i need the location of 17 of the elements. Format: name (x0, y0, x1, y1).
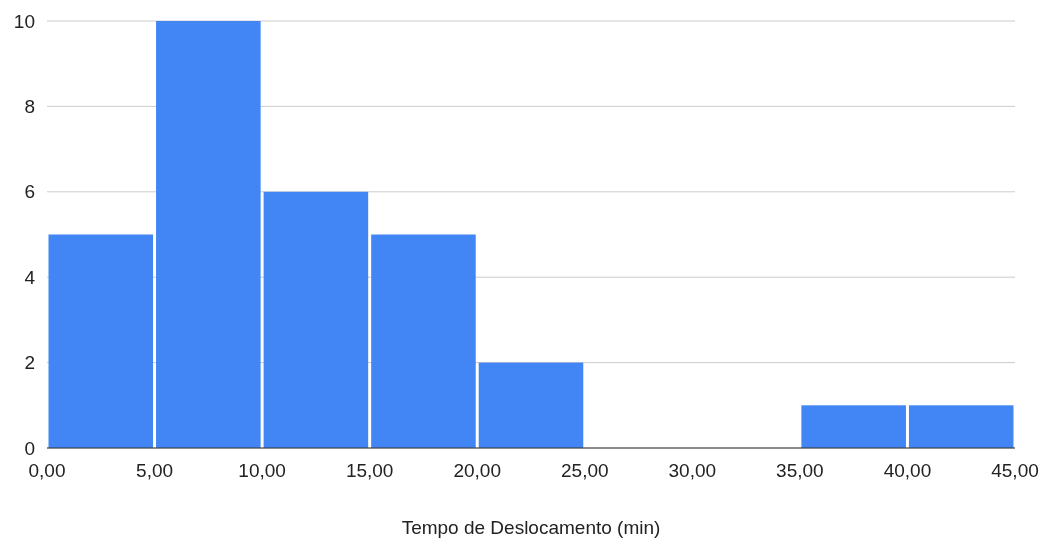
x-tick-label: 40,00 (883, 460, 932, 481)
x-tick-label: 20,00 (453, 460, 501, 481)
y-tick-label: 6 (24, 181, 35, 203)
y-tick-label: 4 (24, 266, 36, 288)
x-tick-label: 35,00 (776, 460, 824, 481)
x-tick-label: 30,00 (668, 460, 717, 481)
x-tick-label: 45,00 (991, 460, 1039, 481)
x-tick-label: 10,00 (238, 460, 286, 481)
x-tick-label: 15,00 (345, 460, 394, 481)
y-tick-label: 8 (24, 96, 35, 118)
y-tick-label: 10 (13, 10, 35, 32)
y-tick-label: 0 (24, 437, 35, 459)
x-axis-title: Tempo de Deslocamento (min) (401, 517, 661, 538)
x-tick-label: 0,00 (28, 460, 66, 481)
x-tick-label: 5,00 (136, 460, 174, 481)
y-tick-label: 2 (24, 352, 35, 374)
x-tick-label: 25,00 (561, 460, 609, 481)
